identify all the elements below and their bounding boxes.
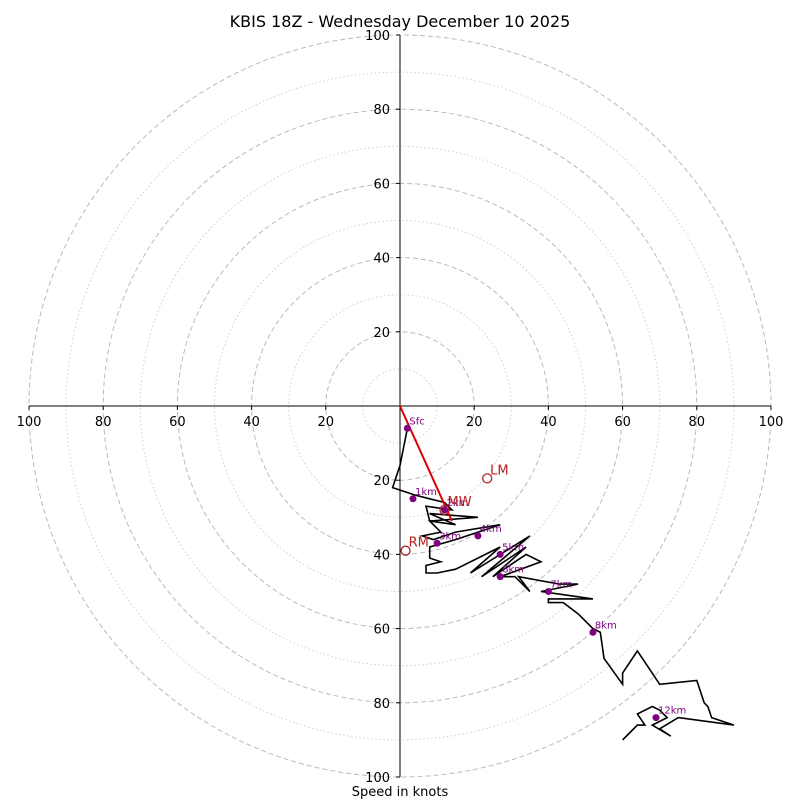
height-marker-dot [441,506,449,514]
x-axis-label: Speed in knots [352,785,449,800]
wind-trace-group [391,405,735,741]
chart-title: KBIS 18Z - Wednesday December 10 2025 [230,12,571,31]
x-tick-label: 60 [614,415,631,430]
x-tick-label: 20 [318,415,335,430]
y-tick-label: 20 [373,474,390,489]
height-marker-label: 12km [658,706,686,717]
height-marker-dot [433,539,441,547]
height-marker-label: 5km [502,542,524,553]
height-marker-dot [496,550,504,558]
y-tick-label: 100 [365,29,390,44]
height-marker-label: 7km [550,580,572,591]
y-tick-label: 80 [373,103,390,118]
height-marker-dot [544,588,552,595]
height-marker-label: 4km [480,524,502,535]
storm-motion-marker [482,473,493,484]
x-tick-label: 80 [689,415,706,430]
height-marker-dot [652,714,660,722]
hodograph-trace [391,428,735,741]
height-marker-label: 2km [447,498,469,509]
x-tick-label: 80 [95,415,112,430]
storm-motion-label: MW [448,495,472,510]
y-tick-label: 20 [373,326,390,341]
storm-motion-marker [400,545,411,556]
x-tick-label: 100 [759,415,784,430]
y-tick-label: 100 [365,771,390,786]
storm-motion-marker [439,504,450,516]
storm-motion-markers: LM MW RM [400,463,509,556]
x-tick-label: 40 [540,415,557,430]
x-tick-label: 20 [466,415,483,430]
y-tick-label: 60 [373,623,390,638]
y-tick-label: 40 [373,252,390,267]
mean-wind-vector [399,405,453,522]
storm-motion-label: LM [490,463,508,478]
axes: 100 80 60 40 20 20 40 60 80 100 20 40 60 80 100 20 40 60 8… [17,29,784,786]
height-marker-label: 8km [595,620,617,631]
height-marker-label: 1km [415,487,437,498]
height-marker-label: 6km [502,565,524,576]
height-marker-dot [589,628,597,636]
height-marker-dot [474,532,482,540]
height-marker-dot [496,573,504,581]
height-marker-dot [403,424,411,432]
y-tick-label: 80 [373,697,390,712]
storm-motion-label: RM [409,536,429,551]
height-marker-label: 3km [439,531,461,542]
x-tick-label: 100 [17,415,42,430]
height-marker-label: Sfc [409,416,424,427]
x-tick-label: 40 [243,415,260,430]
y-tick-label: 40 [373,548,390,563]
y-tick-label: 60 [373,177,390,192]
height-marker-dot [409,495,417,503]
x-tick-label: 60 [169,415,186,430]
